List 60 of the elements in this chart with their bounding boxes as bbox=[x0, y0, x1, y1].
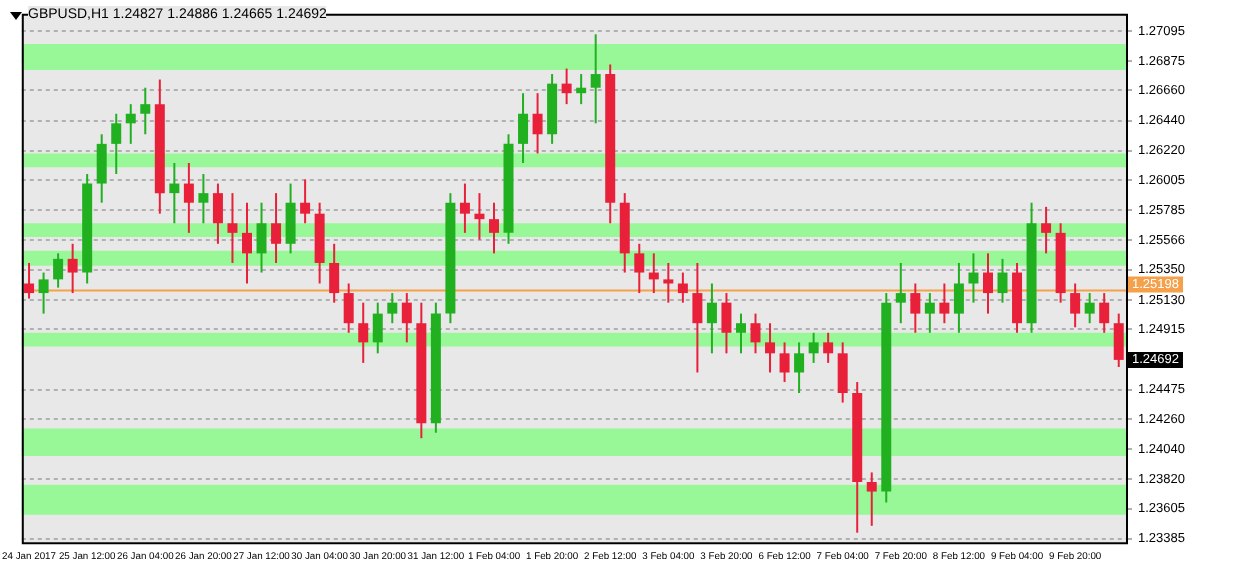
candlestick bbox=[358, 301, 369, 364]
candlestick bbox=[794, 341, 805, 395]
candlestick bbox=[518, 92, 529, 165]
candlestick bbox=[677, 271, 688, 304]
candlestick bbox=[634, 242, 645, 295]
candlestick bbox=[808, 331, 819, 364]
candlestick bbox=[169, 162, 180, 225]
candlestick bbox=[459, 182, 470, 234]
candlestick bbox=[837, 341, 848, 404]
candlestick bbox=[924, 292, 935, 334]
candlestick bbox=[590, 33, 601, 125]
candlestick bbox=[1084, 292, 1095, 325]
candlestick bbox=[765, 322, 776, 374]
candlestick bbox=[256, 201, 267, 274]
candlestick bbox=[576, 73, 587, 106]
candlestick bbox=[372, 301, 383, 355]
candlestick bbox=[96, 133, 107, 204]
candlestick bbox=[212, 182, 223, 245]
candlestick bbox=[779, 341, 790, 384]
candlestick bbox=[895, 261, 906, 325]
candlestick bbox=[968, 252, 979, 304]
candlestick bbox=[24, 261, 35, 300]
candlestick bbox=[38, 271, 49, 315]
candlestick bbox=[53, 252, 64, 289]
candlestick bbox=[227, 192, 238, 264]
candlestick bbox=[474, 192, 485, 241]
candlestick bbox=[140, 86, 151, 136]
candlestick bbox=[241, 201, 252, 285]
candlestick bbox=[401, 292, 412, 344]
candlestick bbox=[329, 242, 340, 304]
candlestick bbox=[663, 261, 674, 304]
candlestick bbox=[982, 252, 993, 315]
candlestick bbox=[1041, 205, 1052, 255]
candlestick bbox=[1070, 282, 1081, 329]
candlestick bbox=[300, 178, 311, 225]
candlestick bbox=[488, 201, 499, 255]
candlestick bbox=[285, 182, 296, 255]
candlestick bbox=[692, 261, 703, 374]
candlestick bbox=[997, 257, 1008, 304]
candlestick bbox=[866, 471, 877, 527]
candlestick bbox=[953, 261, 964, 334]
candlestick bbox=[823, 331, 834, 364]
candlestick bbox=[939, 282, 950, 325]
candlestick bbox=[271, 192, 282, 264]
candlestick bbox=[343, 282, 354, 334]
candlestick bbox=[561, 67, 572, 106]
candlestick bbox=[111, 112, 122, 175]
candlestick bbox=[735, 312, 746, 355]
candlestick bbox=[1099, 292, 1110, 334]
candlestick bbox=[183, 162, 194, 234]
candlestick bbox=[532, 92, 543, 155]
candlestick bbox=[1113, 312, 1124, 369]
candlestick bbox=[198, 172, 209, 225]
candlestick bbox=[750, 312, 761, 355]
candlestick bbox=[721, 292, 732, 355]
candlestick bbox=[910, 282, 921, 334]
candlestick bbox=[706, 282, 717, 355]
candlestick bbox=[67, 242, 78, 295]
candlestick bbox=[125, 103, 136, 145]
candlestick bbox=[387, 292, 398, 325]
